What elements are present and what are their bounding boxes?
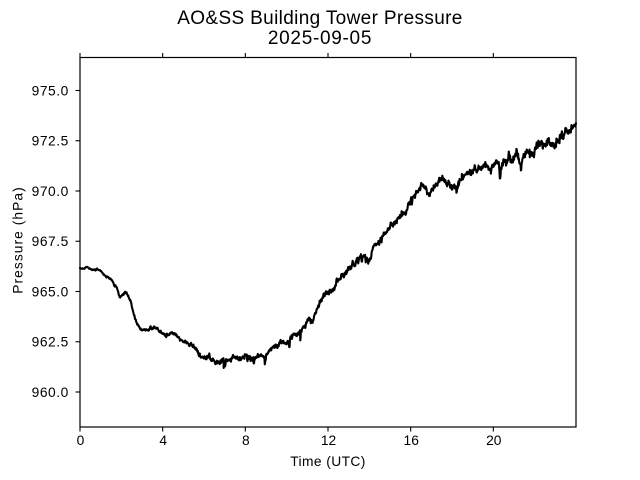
svg-text:972.5: 972.5 xyxy=(32,134,69,149)
svg-text:AO&SS Building Tower Pressure: AO&SS Building Tower Pressure xyxy=(177,8,462,29)
svg-text:12: 12 xyxy=(321,433,336,448)
svg-text:965.0: 965.0 xyxy=(32,284,69,299)
svg-text:967.5: 967.5 xyxy=(32,234,69,249)
svg-text:960.0: 960.0 xyxy=(32,385,69,400)
svg-text:0: 0 xyxy=(77,433,85,448)
svg-text:Time (UTC): Time (UTC) xyxy=(290,454,366,469)
svg-text:962.5: 962.5 xyxy=(32,335,69,350)
svg-text:16: 16 xyxy=(404,433,420,448)
svg-text:970.0: 970.0 xyxy=(32,184,69,199)
svg-text:975.0: 975.0 xyxy=(32,83,69,98)
svg-text:Pressure (hPa): Pressure (hPa) xyxy=(11,186,26,293)
svg-text:8: 8 xyxy=(242,433,250,448)
svg-text:20: 20 xyxy=(486,433,502,448)
svg-text:2025-09-05: 2025-09-05 xyxy=(268,28,372,49)
svg-text:4: 4 xyxy=(159,433,167,448)
